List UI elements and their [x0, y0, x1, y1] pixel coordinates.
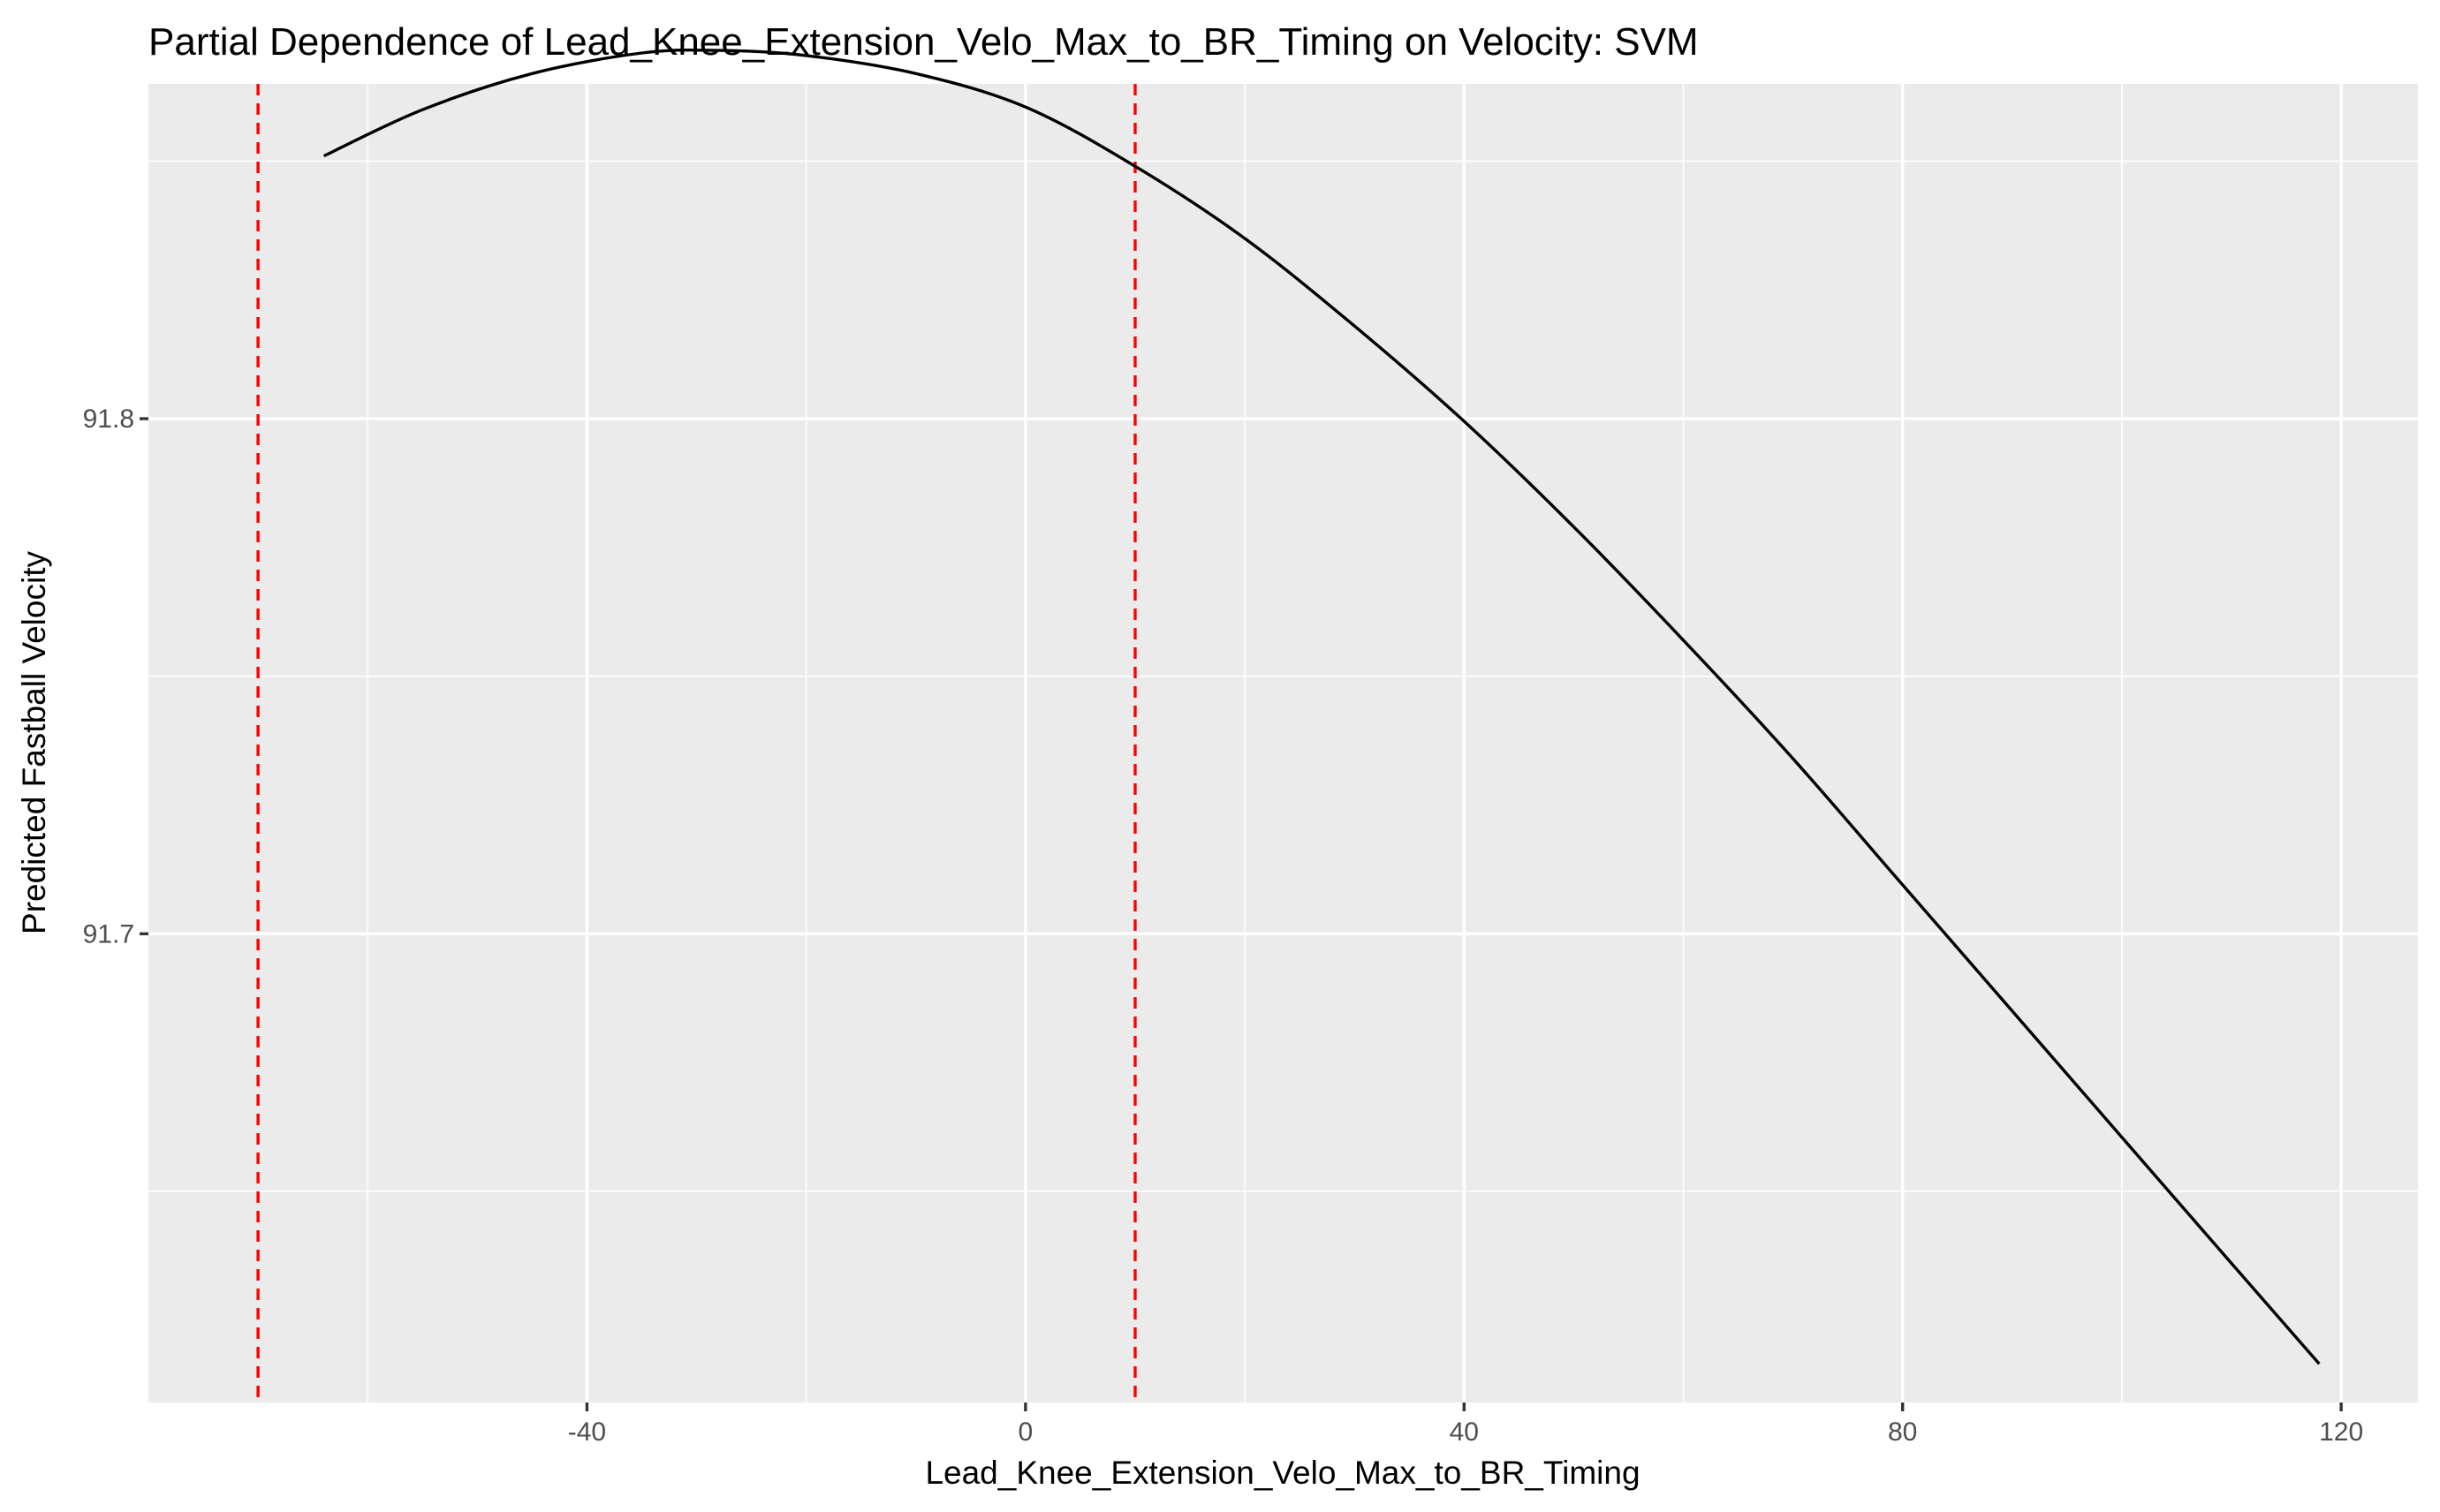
x-axis-title: Lead_Knee_Extension_Velo_Max_to_BR_Timin…	[925, 1455, 1640, 1491]
x-tick-label: 120	[2319, 1418, 2363, 1447]
axis-ticks: -40 0 40 80 120 91.7 91.8	[83, 404, 2364, 1447]
grid-lines	[148, 84, 2418, 1402]
y-tick-label: 91.8	[83, 404, 134, 434]
x-tick-label: 40	[1450, 1418, 1479, 1447]
y-axis-title: Predicted Fastball Velocity	[16, 551, 52, 934]
chart-title: Partial Dependence of Lead_Knee_Extensio…	[148, 20, 1699, 64]
y-tick-label: 91.7	[83, 919, 134, 949]
series-line	[322, 48, 2321, 1365]
data-series	[322, 48, 2321, 1365]
plot-panel	[148, 84, 2418, 1402]
reference-lines	[256, 84, 1137, 1402]
x-tick-label: 0	[1019, 1418, 1034, 1447]
x-tick-label: 80	[1888, 1418, 1917, 1447]
x-tick-label: -40	[568, 1418, 606, 1447]
